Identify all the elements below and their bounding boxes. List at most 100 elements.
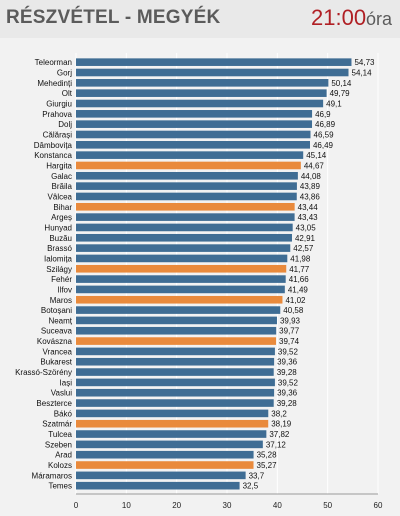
- value-label: 39,28: [277, 399, 298, 408]
- category-label: Ialomița: [44, 254, 73, 263]
- bar: [76, 357, 275, 366]
- value-label: 39,36: [277, 389, 298, 398]
- category-label: Prahova: [42, 110, 72, 119]
- x-tick-label: 60: [374, 501, 383, 510]
- x-tick-label: 0: [74, 501, 79, 510]
- value-label: 38,19: [271, 420, 292, 429]
- bar: [76, 254, 288, 263]
- time-label: 21:00: [311, 5, 367, 30]
- category-label: Vrancea: [43, 347, 73, 356]
- bar: [76, 171, 298, 180]
- value-label: 49,1: [326, 99, 342, 108]
- value-label: 46,89: [315, 120, 336, 129]
- category-label: Dolj: [58, 120, 72, 129]
- bar: [76, 120, 313, 128]
- value-label: 38,2: [271, 409, 287, 418]
- value-label: 43,05: [296, 223, 317, 232]
- category-label: Suceava: [41, 327, 73, 336]
- bar: [76, 295, 283, 304]
- category-label: Giurgiu: [46, 99, 72, 108]
- bar: [76, 326, 277, 335]
- x-tick-label: 10: [122, 501, 131, 510]
- category-label: Brassó: [47, 244, 72, 253]
- bar: [76, 347, 275, 356]
- x-tick-label: 40: [273, 501, 282, 510]
- value-label: 42,91: [295, 234, 316, 243]
- category-label: Bukarest: [40, 358, 72, 367]
- header-bar: RÉSZVÉTEL - MEGYÉK 21:00 óra: [0, 0, 400, 38]
- bar: [76, 409, 269, 418]
- value-label: 49,79: [330, 89, 351, 98]
- category-label: Tulcea: [48, 430, 72, 439]
- category-label: Beszterce: [36, 399, 72, 408]
- bar: [76, 368, 274, 376]
- value-label: 39,36: [277, 358, 298, 367]
- category-label: Szatmár: [42, 420, 72, 429]
- bar: [76, 461, 254, 469]
- bar: [76, 337, 277, 345]
- value-label: 40,58: [283, 306, 304, 315]
- bar: [76, 419, 269, 428]
- category-label: Mehedinți: [37, 79, 72, 88]
- bar: [76, 430, 267, 438]
- category-label: Ilfov: [57, 285, 72, 294]
- value-label: 41,49: [288, 285, 309, 294]
- bar: [76, 192, 297, 201]
- category-label: Iași: [60, 378, 73, 387]
- category-label: Buzău: [49, 234, 72, 243]
- value-label: 33,7: [249, 471, 265, 480]
- value-label: 37,12: [266, 440, 287, 449]
- value-label: 39,93: [280, 316, 301, 325]
- value-label: 39,52: [278, 378, 299, 387]
- category-label: Arad: [55, 451, 72, 460]
- value-label: 41,66: [289, 275, 310, 284]
- value-label: 41,77: [289, 265, 310, 274]
- value-label: 39,77: [279, 327, 300, 336]
- value-label: 35,27: [257, 461, 278, 470]
- value-label: 44,67: [304, 161, 325, 170]
- value-label: 43,43: [298, 213, 319, 222]
- value-label: 43,44: [298, 203, 319, 212]
- category-label: Galac: [51, 172, 72, 181]
- category-label: Vâlcea: [48, 192, 73, 201]
- category-label: Krassó-Szörény: [15, 368, 72, 377]
- bar: [76, 316, 277, 325]
- value-label: 39,74: [279, 337, 300, 346]
- bar: [76, 130, 311, 139]
- x-tick-label: 20: [172, 501, 181, 510]
- bar: [76, 450, 254, 459]
- category-label: Maros: [50, 296, 72, 305]
- category-label: Szilágy: [46, 265, 72, 274]
- bar: [76, 202, 295, 211]
- value-label: 43,86: [300, 192, 321, 201]
- bar: [76, 233, 292, 242]
- bar: [76, 89, 327, 97]
- category-label: Dâmbovița: [34, 141, 73, 150]
- category-label: Vaslui: [51, 389, 72, 398]
- bar: [76, 388, 275, 397]
- value-label: 39,28: [277, 368, 298, 377]
- value-label: 54,73: [354, 58, 375, 67]
- value-label: 43,89: [300, 182, 321, 191]
- category-label: Kolozs: [48, 461, 72, 470]
- value-label: 45,14: [306, 151, 327, 160]
- bar: [76, 99, 324, 108]
- value-label: 42,57: [293, 244, 314, 253]
- category-label: Kovászna: [37, 337, 73, 346]
- value-label: 35,28: [257, 451, 278, 460]
- bar: [76, 264, 287, 273]
- category-label: Neamț: [48, 316, 72, 325]
- value-label: 46,59: [314, 130, 335, 139]
- category-label: Bihar: [53, 203, 72, 212]
- value-label: 41,98: [290, 254, 311, 263]
- category-label: Botoșani: [41, 306, 72, 315]
- bar: [76, 471, 246, 480]
- x-tick-label: 30: [223, 501, 232, 510]
- value-label: 46,49: [313, 141, 334, 150]
- bar: [76, 275, 286, 283]
- value-label: 37,82: [269, 430, 290, 439]
- bar: [76, 58, 352, 66]
- bar: [76, 79, 329, 87]
- category-label: Brăila: [52, 182, 73, 191]
